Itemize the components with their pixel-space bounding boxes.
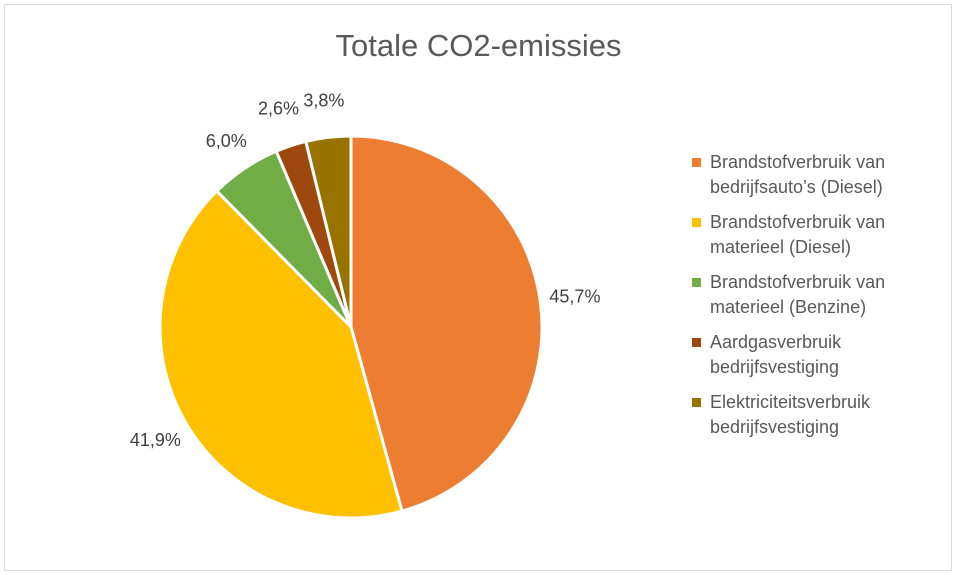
legend-label-materieel-benzine: Brandstofverbruik van materieel (Benzine… xyxy=(710,272,886,317)
legend-swatch-bedrijfsautos-diesel xyxy=(692,158,701,167)
pie-slice-materieel-diesel xyxy=(158,189,404,520)
legend-label-aardgas: Aardgasverbruik bedrijfsvestiging xyxy=(710,332,842,377)
legend-label-materieel-diesel: Brandstofverbruik van materieel (Diesel) xyxy=(710,212,886,257)
data-label-bedrijfsautos-diesel: 45,7% xyxy=(549,287,600,307)
legend-swatch-elektriciteit xyxy=(692,398,701,407)
data-label-aardgas: 2,6% xyxy=(258,99,299,119)
chart-title: Totale CO2-emissies xyxy=(335,28,622,63)
legend-item-materieel-diesel: Brandstofverbruik van materieel (Diesel) xyxy=(692,210,950,260)
data-label-materieel-diesel: 41,9% xyxy=(130,430,181,450)
legend-item-bedrijfsautos-diesel: Brandstofverbruik van bedrijfsauto’s (Di… xyxy=(692,150,950,200)
legend-item-aardgas: Aardgasverbruik bedrijfsvestiging xyxy=(692,330,950,380)
chart-legend: Brandstofverbruik van bedrijfsauto’s (Di… xyxy=(692,150,952,450)
data-label-materieel-benzine: 6,0% xyxy=(206,131,247,151)
pie-slice-bedrijfsautos-diesel xyxy=(349,134,544,513)
legend-label-elektriciteit: Elektriciteitsverbruik bedrijfsvestiging xyxy=(710,392,871,437)
pie-slice-elektriciteit xyxy=(304,134,353,329)
legend-swatch-materieel-diesel xyxy=(692,218,701,227)
legend-label-bedrijfsautos-diesel: Brandstofverbruik van bedrijfsauto’s (Di… xyxy=(710,152,886,197)
legend-swatch-materieel-benzine xyxy=(692,278,701,287)
data-label-elektriciteit: 3,8% xyxy=(303,91,344,111)
legend-item-elektriciteit: Elektriciteitsverbruik bedrijfsvestiging xyxy=(692,390,950,440)
legend-swatch-aardgas xyxy=(692,338,701,347)
legend-item-materieel-benzine: Brandstofverbruik van materieel (Benzine… xyxy=(692,270,950,320)
